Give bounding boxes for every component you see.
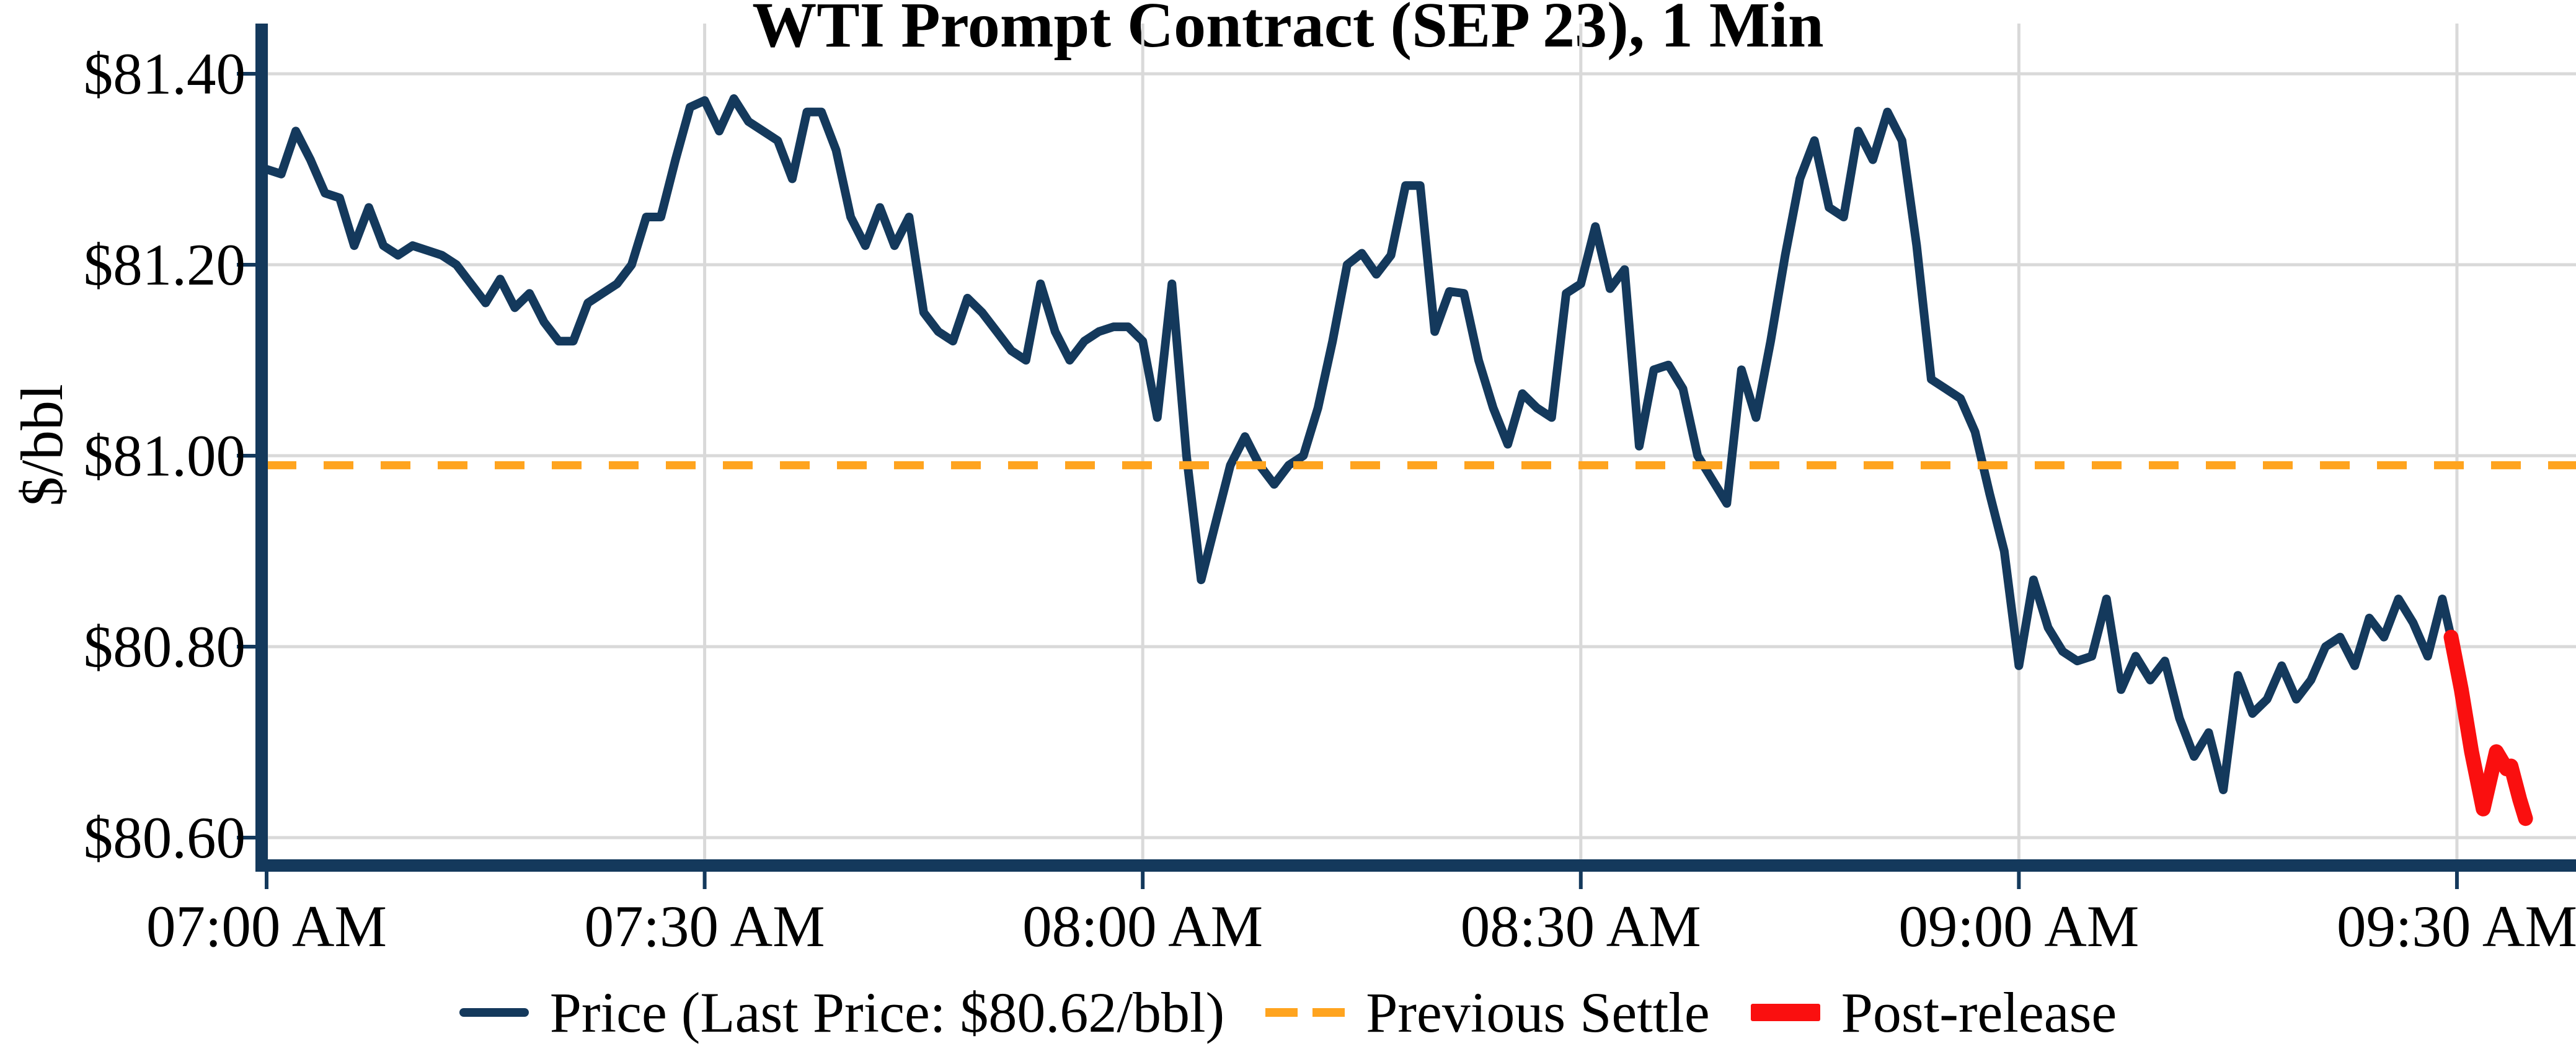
x-axis-spine (255, 859, 2576, 872)
y-tick-label: $80.80 (83, 614, 246, 680)
price-line (262, 94, 2456, 794)
legend-label-post-release: Post-release (1841, 981, 2117, 1044)
y-axis-spine (255, 24, 268, 872)
price-line-swatch (459, 1008, 529, 1017)
x-tick-label: 07:00 AM (146, 893, 387, 959)
x-tick-label: 09:00 AM (1898, 893, 2140, 959)
legend: Price (Last Price: $80.62/bbl) Previous … (0, 978, 2576, 1047)
y-tick-label: $81.00 (83, 423, 246, 489)
post-release-line (2443, 629, 2533, 826)
x-tick-label: 08:00 AM (1022, 893, 1264, 959)
x-tick-label: 09:30 AM (2336, 893, 2576, 959)
y-tick-label: $81.20 (83, 232, 246, 298)
post-release-swatch (1750, 1004, 1820, 1021)
legend-item-previous-settle: Previous Settle (1265, 978, 1710, 1047)
y-tick-label: $81.40 (83, 41, 246, 107)
chart-title: WTI Prompt Contract (SEP 23), 1 Min (752, 0, 1824, 61)
legend-label-previous-settle: Previous Settle (1366, 981, 1710, 1044)
legend-item-post-release: Post-release (1750, 978, 2117, 1047)
y-tick-label: $80.60 (83, 805, 246, 870)
previous-settle-dash-swatch (1265, 1008, 1345, 1017)
legend-label-price: Price (Last Price: $80.62/bbl) (549, 981, 1225, 1044)
x-tick-label: 08:30 AM (1460, 893, 1701, 959)
legend-item-price: Price (Last Price: $80.62/bbl) (459, 978, 1224, 1047)
x-tick-label: 07:30 AM (584, 893, 825, 959)
